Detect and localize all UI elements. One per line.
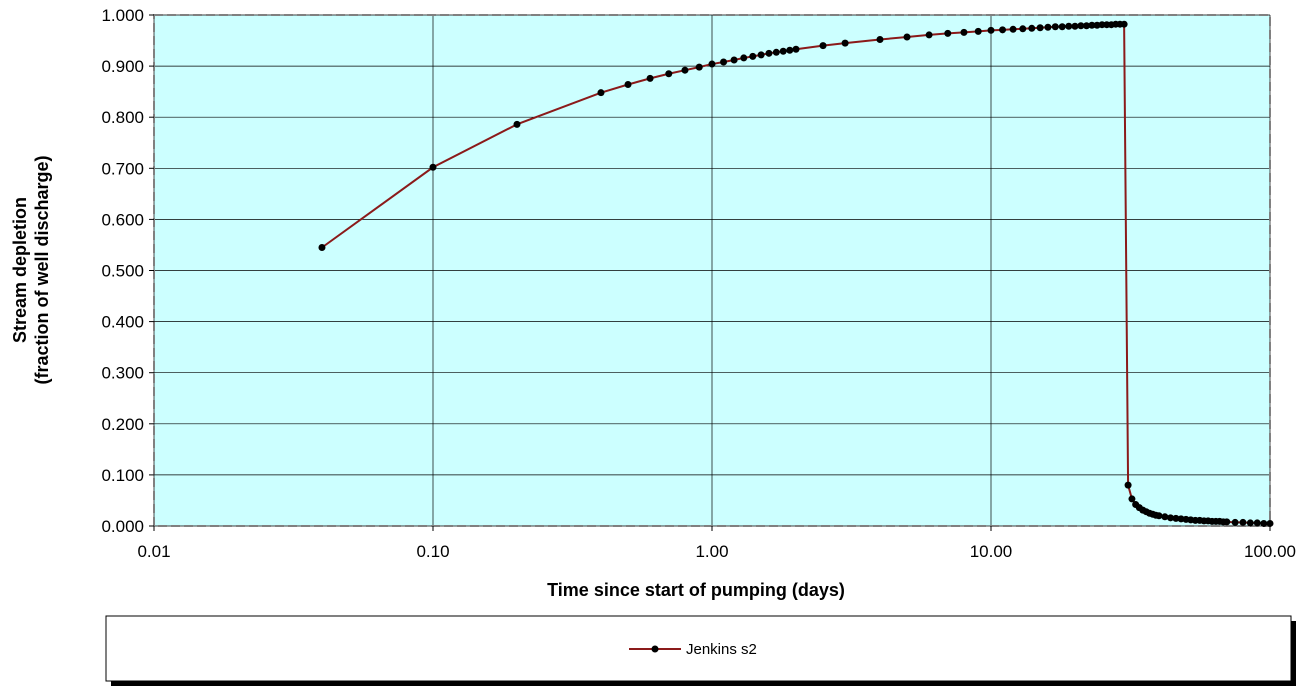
y-tick-label: 0.200 (101, 415, 144, 434)
data-point (1019, 25, 1027, 33)
data-point (429, 163, 437, 171)
data-point (597, 89, 605, 97)
y-axis-title-line2: (fraction of well discharge) (32, 155, 52, 384)
legend-label-jenkins-s2: Jenkins s2 (686, 641, 757, 658)
data-point (779, 47, 787, 55)
data-point (1266, 519, 1274, 527)
data-point (925, 31, 933, 39)
data-point (792, 45, 800, 53)
data-point (1155, 512, 1163, 520)
y-axis-ticks: 0.000 0.100 0.200 0.300 0.400 0.500 0.600 0.700… (101, 6, 154, 536)
data-point (1044, 23, 1052, 31)
data-point (765, 49, 773, 57)
x-tick-label: 10.00 (970, 542, 1013, 561)
y-tick-label: 1.000 (101, 6, 144, 25)
y-tick-label: 0.800 (101, 108, 144, 127)
data-point (1172, 514, 1180, 522)
data-point (318, 244, 326, 251)
y-tick-label: 0.900 (101, 57, 144, 76)
y-tick-label: 0.300 (101, 364, 144, 383)
data-point (819, 42, 827, 50)
data-point (624, 81, 632, 88)
data-point (757, 51, 765, 59)
data-point (1036, 24, 1044, 32)
data-point (1083, 22, 1091, 30)
data-point (876, 36, 884, 44)
data-point (513, 120, 521, 128)
data-point (841, 39, 849, 47)
data-point (749, 52, 757, 60)
data-point (720, 58, 728, 66)
data-point (960, 28, 968, 36)
data-point (740, 54, 748, 62)
y-tick-label: 0.000 (101, 517, 144, 536)
y-tick-label: 0.500 (101, 262, 144, 281)
data-point (1051, 23, 1059, 31)
y-tick-label: 0.700 (101, 159, 144, 178)
legend-marker-swatch (651, 645, 659, 653)
data-point (1167, 514, 1175, 522)
y-tick-label: 0.400 (101, 313, 144, 332)
data-point (1128, 495, 1136, 503)
data-point (1223, 518, 1231, 526)
data-point (646, 74, 654, 82)
x-tick-label: 1.00 (695, 542, 728, 561)
data-point (999, 26, 1007, 34)
data-point (1239, 518, 1247, 526)
series-layer (318, 20, 1274, 527)
x-axis-ticks: 0.01 0.10 1.00 10.00 100.00 (137, 526, 1296, 561)
x-axis-title: Time since start of pumping (days) (547, 580, 845, 600)
data-point (1260, 519, 1268, 527)
data-point (1009, 25, 1017, 33)
data-point (1253, 519, 1261, 527)
data-point (1231, 518, 1239, 526)
data-point (772, 48, 780, 56)
data-point (695, 63, 703, 71)
x-tick-label: 0.10 (416, 542, 449, 561)
y-axis-title: Stream depletion (10, 197, 30, 343)
data-point (1028, 24, 1036, 32)
legend: Jenkins s2 (105, 615, 1296, 686)
data-point (987, 26, 995, 34)
data-point (708, 60, 716, 68)
y-tick-label: 0.600 (101, 210, 144, 229)
data-point (1058, 23, 1066, 31)
data-point (944, 29, 952, 37)
data-point (1077, 22, 1085, 30)
data-point (786, 46, 794, 54)
data-point (974, 27, 982, 35)
data-point (1071, 22, 1079, 30)
data-point (1088, 21, 1096, 29)
data-point (681, 66, 689, 74)
data-point (1120, 20, 1128, 28)
data-point (1246, 519, 1254, 527)
data-point (665, 70, 673, 78)
data-point (1161, 513, 1169, 521)
data-point (1065, 22, 1073, 30)
x-tick-label: 100.00 (1244, 542, 1296, 561)
legend-box (105, 615, 1292, 682)
y-tick-label: 0.100 (101, 466, 144, 485)
x-tick-label: 0.01 (137, 542, 170, 561)
data-point (1124, 481, 1132, 489)
data-point (730, 56, 738, 64)
data-point (903, 33, 911, 41)
